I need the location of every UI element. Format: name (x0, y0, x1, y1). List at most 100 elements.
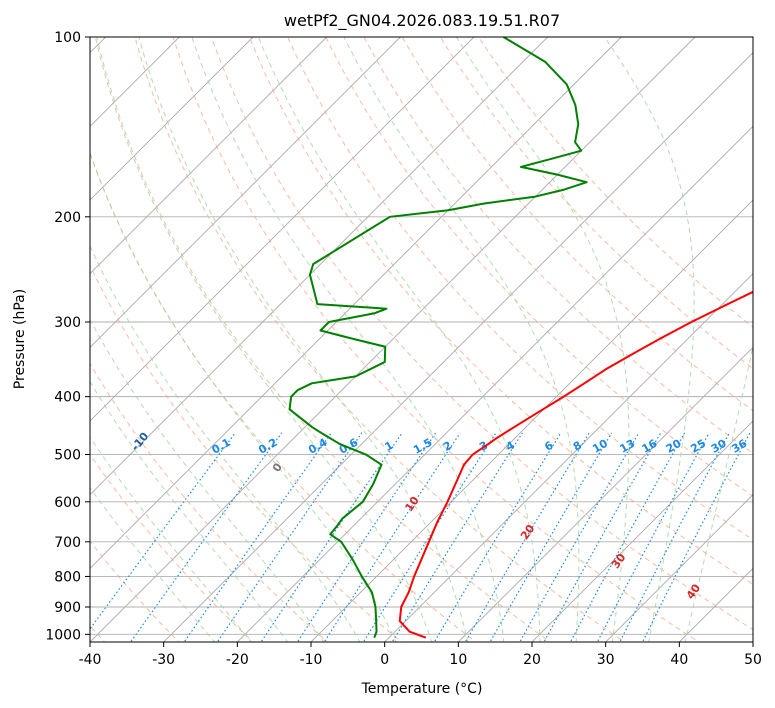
mixing-ratio-label: 0.4 (306, 436, 330, 457)
dry-adiabat-line (401, 37, 753, 412)
y-tick-label: 800 (54, 569, 81, 585)
mixing-ratio-label: 0.2 (256, 436, 279, 457)
isotherm-line (531, 420, 753, 642)
mixing-ratio-line (323, 432, 461, 642)
moist-adiabat-label: 40 (684, 581, 704, 601)
isotherm-line (163, 52, 753, 642)
y-tick-label: 100 (54, 30, 81, 46)
isotherm-line (90, 37, 254, 201)
y-tick-label: 500 (54, 448, 81, 464)
mixing-ratio-line (619, 432, 730, 642)
mixing-ratio-line (641, 432, 751, 642)
dry-adiabat-line (210, 37, 753, 631)
mixing-ratio-label: 13 (618, 437, 638, 456)
mixing-ratio-line (596, 432, 710, 642)
y-tick-label: 300 (54, 315, 81, 331)
moist-adiabat-line (257, 37, 541, 642)
x-tick-label: 0 (380, 652, 389, 668)
axes: -40 -30 -20 -10 0 10 20 30 40 5010020030040050060… (45, 30, 762, 668)
x-tick-label: 10 (449, 652, 467, 668)
mixing-ratio-line (489, 432, 613, 642)
dry-adiabat-line (134, 37, 626, 642)
mixing-ratio-label: 6 (542, 439, 555, 454)
moist-adiabat-line (90, 380, 289, 642)
mixing-ratio-line (296, 432, 437, 642)
dewpoint-line (288, 37, 588, 639)
y-tick-label: 700 (54, 535, 81, 551)
isotherm-line (90, 37, 475, 422)
moist-adiabat-line (90, 486, 216, 642)
moist-adiabat-label: 0 (270, 460, 285, 474)
isotherm-line (90, 37, 401, 348)
x-axis-label: Temperature (°C) (361, 681, 483, 697)
mixing-ratio-line (129, 432, 283, 642)
mixing-ratio-line (433, 432, 562, 642)
mixing-ratio-label: 16 (640, 437, 660, 456)
mixing-ratio-label: 1 (383, 439, 396, 454)
mixing-ratio-label: 30 (709, 437, 729, 456)
y-tick-label: 400 (54, 390, 81, 406)
plot-area: 0.10.20.40.611.52346810131620253036-100-… (90, 37, 753, 642)
mixing-ratio-label: 0.6 (337, 436, 361, 457)
mixing-ratio-line (569, 432, 686, 642)
y-tick-label: 200 (54, 210, 81, 226)
y-tick-label: 1000 (45, 627, 81, 643)
moist-adiabat-line (90, 151, 397, 642)
dry-adiabat-label: -10 (129, 430, 152, 454)
dry-adiabat-line (248, 37, 753, 585)
moist-adiabat-label: 10 (402, 494, 422, 514)
moist-adiabat-line (94, 37, 433, 642)
mixing-ratio-label: 8 (571, 439, 584, 454)
plot-frame (89, 36, 754, 643)
x-tick-label: -30 (152, 652, 175, 668)
x-tick-label: 50 (744, 652, 762, 668)
mixing-ratio-line (391, 432, 523, 642)
moist-adiabat-label: 20 (518, 522, 538, 542)
mixing-ratio-line (519, 432, 640, 642)
isotherm-line (90, 37, 548, 496)
mixing-ratio-line (90, 432, 236, 630)
x-tick-label: 20 (523, 652, 541, 668)
dry-adiabat-line (90, 453, 254, 642)
isotherm-line (752, 641, 753, 642)
x-tick-label: -20 (226, 652, 249, 668)
moist-adiabat-line (455, 37, 630, 642)
mixing-ratio-line (183, 432, 332, 642)
x-tick-label: -10 (300, 652, 323, 668)
isotherm-line (457, 346, 753, 642)
isotherm-line (310, 199, 753, 642)
dry-adiabat-line (287, 37, 753, 541)
moist-adiabat-line (343, 37, 580, 642)
isotherm-line (90, 37, 327, 275)
isotherm-line (90, 37, 622, 569)
x-tick-label: -40 (79, 652, 102, 668)
dry-adiabat-line (363, 37, 753, 454)
x-tick-label: 30 (597, 652, 615, 668)
chart-title: wetPf2_GN04.2026.083.19.51.R07 (284, 11, 560, 31)
moist-adiabat-line (90, 436, 252, 642)
mixing-ratio-label: 0.1 (209, 436, 232, 457)
moist-adiabat-label: 30 (609, 551, 629, 571)
isotherm-line (678, 567, 753, 642)
moist-adiabat-line (684, 343, 753, 642)
isotherm-line (605, 494, 753, 642)
moist-adiabat-line (191, 37, 505, 642)
temperature-line (398, 290, 753, 639)
isotherm-line (90, 37, 696, 642)
y-tick-label: 900 (54, 600, 81, 616)
mixing-ratio-line (543, 432, 662, 642)
dry-adiabat-line (90, 264, 403, 642)
dry-adiabat-line (172, 37, 700, 642)
y-tick-label: 600 (54, 495, 81, 511)
mixing-ratio-line (216, 432, 363, 642)
dry-adiabat-line (439, 37, 753, 370)
mixing-ratio-label: 1.5 (411, 436, 434, 457)
isotherm-line (236, 125, 753, 642)
y-axis-label: Pressure (hPa) (12, 289, 28, 389)
x-tick-label: 40 (670, 652, 688, 668)
dry-adiabat-line (90, 540, 180, 642)
dry-adiabat-line (477, 37, 753, 328)
dry-adiabat-line (90, 362, 329, 642)
moist-adiabat-line (138, 37, 469, 642)
